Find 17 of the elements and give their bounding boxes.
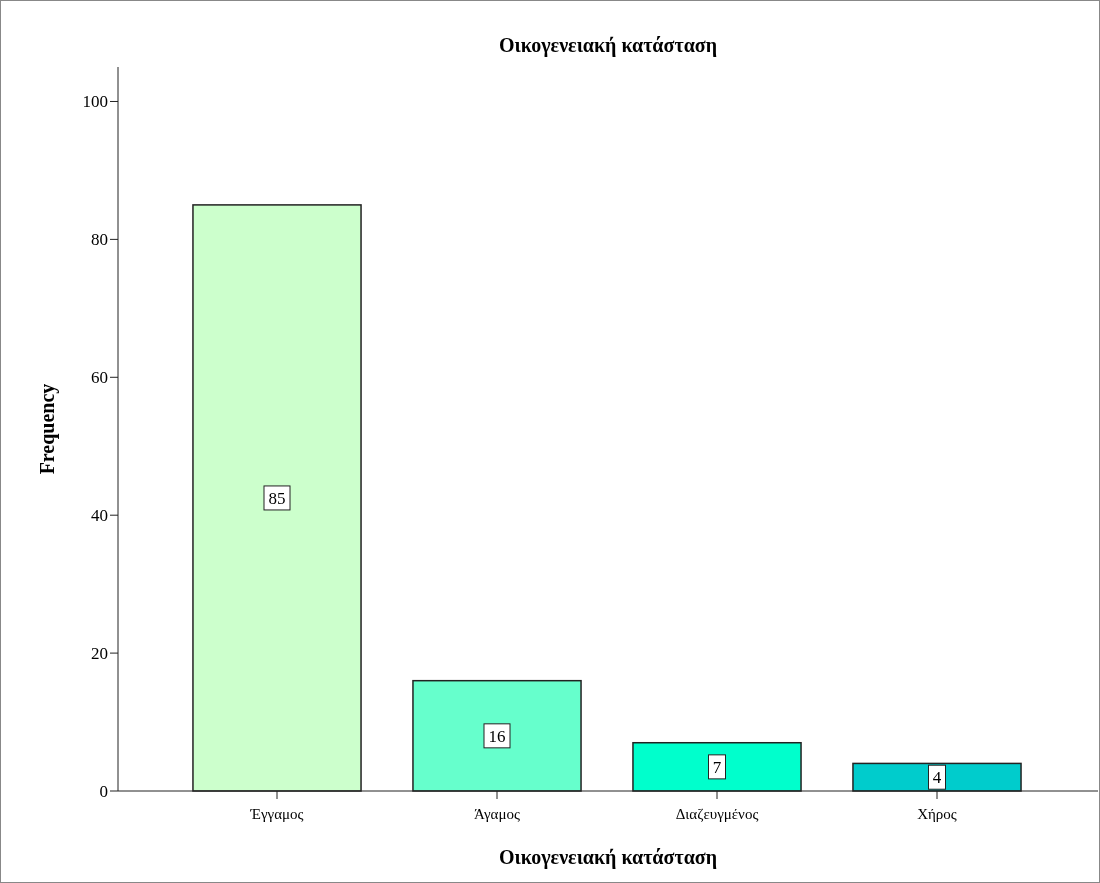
y-tick-label: 20 — [91, 644, 108, 664]
y-tick-label: 40 — [91, 506, 108, 526]
y-tick-label: 80 — [91, 230, 108, 250]
x-tick-label: Διαζευγμένος — [675, 806, 759, 822]
y-tick-label: 60 — [91, 368, 108, 388]
y-tick-label: 0 — [99, 782, 108, 801]
x-tick-label: Χήρος — [917, 806, 957, 822]
y-axis-title: Frequency — [36, 383, 59, 475]
data-label: 7 — [712, 757, 722, 777]
x-tick-label: Άγαμος — [474, 806, 520, 822]
x-tick-label: Έγγαμος — [249, 806, 304, 822]
data-label: 16 — [488, 726, 506, 746]
chart-title: Οικογενειακή κατάσταση — [498, 34, 718, 57]
x-axis-title: Οικογενειακή κατάσταση — [498, 846, 718, 869]
data-label: 85 — [268, 488, 286, 508]
data-label: 4 — [932, 768, 942, 788]
y-tick-label: 100 — [82, 92, 108, 112]
